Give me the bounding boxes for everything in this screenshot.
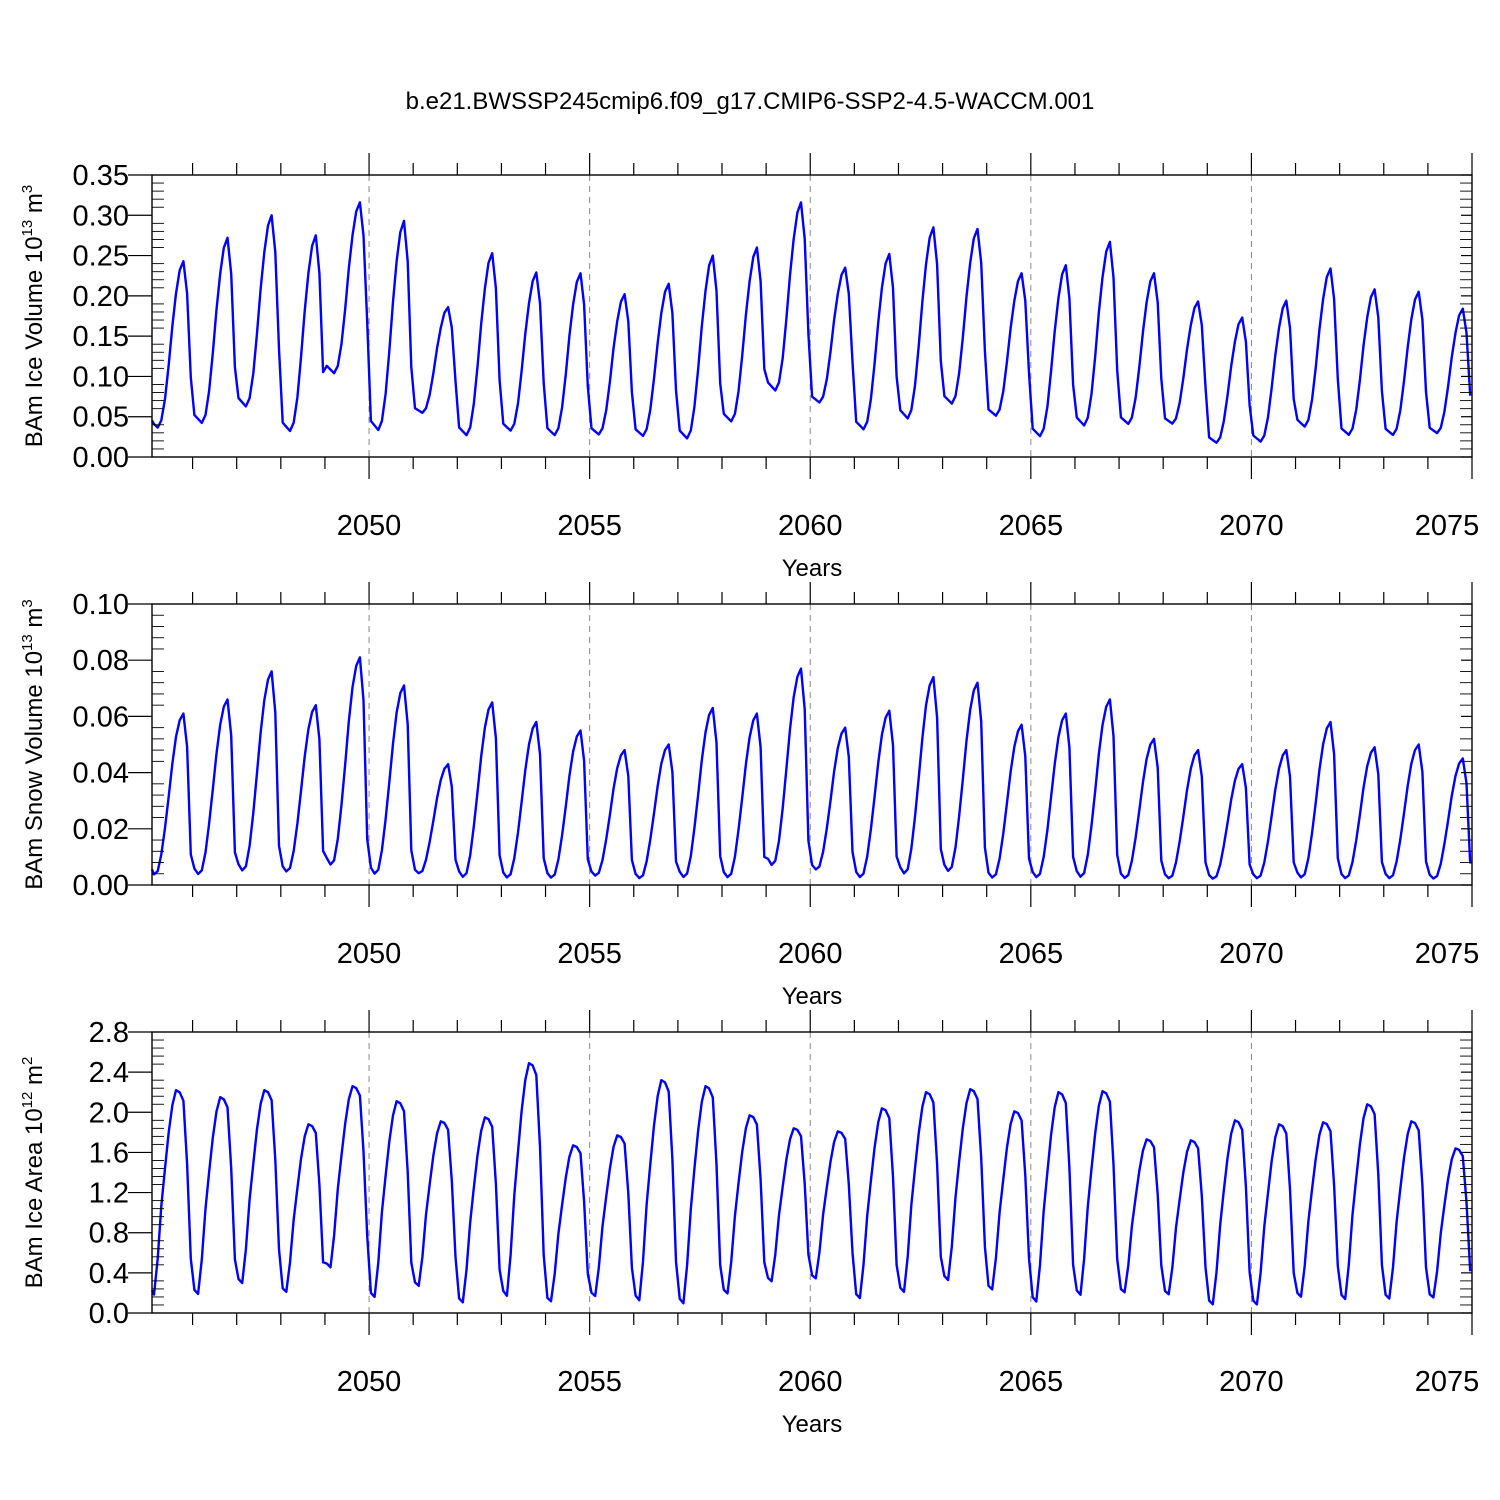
y-axis-title: BAm Ice Area 1012 m2 — [19, 1057, 48, 1289]
series-line-ice_volume — [150, 201, 1472, 444]
x-tick-label: 2070 — [1219, 1366, 1284, 1398]
y-tick-label: 0.10 — [73, 361, 129, 393]
x-tick-label: 2055 — [557, 510, 622, 542]
x-tick-label: 2075 — [1415, 1366, 1480, 1398]
x-tick-label: 2060 — [778, 510, 843, 542]
panels: 0.00 0.05 0.10 0.15 0.20 0.25 0.30 0.35 2050 2055… — [19, 153, 1479, 1438]
x-tick-label: 2070 — [1219, 510, 1284, 542]
series-line-snow_volume — [150, 656, 1472, 880]
panel-ice_volume: 0.00 0.05 0.10 0.15 0.20 0.25 0.30 0.35 2050 2055… — [19, 153, 1479, 582]
x-tick-label: 2050 — [337, 938, 402, 970]
x-tick-label: 2055 — [557, 1366, 622, 1398]
y-tick-label: 0.4 — [89, 1258, 129, 1290]
y-axis-title: BAm Ice Volume 1013 m3 — [19, 185, 48, 447]
x-tick-label: 2050 — [337, 510, 402, 542]
y-tick-label: 0.10 — [73, 589, 129, 621]
x-tick-label: 2065 — [999, 1366, 1064, 1398]
y-tick-label: 0.35 — [73, 160, 129, 192]
x-tick-label: 2055 — [557, 938, 622, 970]
x-tick-label: 2050 — [337, 1366, 402, 1398]
x-tick-label: 2065 — [999, 510, 1064, 542]
chart-title: b.e21.BWSSP245cmip6.f09_g17.CMIP6-SSP2-4… — [406, 88, 1095, 115]
x-tick-label: 2065 — [999, 938, 1064, 970]
y-tick-label: 0.25 — [73, 241, 129, 273]
y-tick-label: 0.06 — [73, 701, 129, 733]
x-axis-title: Years — [782, 555, 843, 582]
y-tick-label: 0.05 — [73, 402, 129, 434]
x-tick-label: 2075 — [1415, 510, 1480, 542]
plot-frame — [151, 174, 1473, 458]
series-line-ice_area — [150, 1061, 1472, 1306]
y-tick-label: 0.04 — [73, 758, 129, 790]
x-axis-title: Years — [782, 983, 843, 1010]
x-axis-title: Years — [782, 1411, 843, 1438]
y-tick-label: 1.6 — [89, 1137, 129, 1169]
y-tick-label: 0.20 — [73, 281, 129, 313]
y-tick-label: 0.08 — [73, 645, 129, 677]
y-tick-label: 0.8 — [89, 1218, 129, 1250]
plot-frame — [151, 1031, 1473, 1314]
panel-ice_area: 0.0 0.4 0.8 1.2 1.6 2.0 2.4 2.8 2050 2055 2060 2065… — [19, 1010, 1479, 1438]
y-tick-label: 0.00 — [73, 870, 129, 902]
y-tick-label: 2.8 — [89, 1017, 129, 1049]
y-tick-label: 0.02 — [73, 814, 129, 846]
x-tick-label: 2060 — [778, 938, 843, 970]
y-tick-label: 0.30 — [73, 200, 129, 232]
panel-snow_volume: 0.00 0.02 0.04 0.06 0.08 0.10 2050 2055 2060 2065… — [19, 582, 1479, 1010]
y-tick-label: 0.0 — [89, 1298, 129, 1330]
y-tick-label: 0.00 — [73, 442, 129, 474]
y-axis-title: BAm Snow Volume 1013 m3 — [19, 599, 48, 890]
y-tick-label: 2.0 — [89, 1097, 129, 1129]
y-tick-label: 2.4 — [89, 1057, 129, 1089]
plot-frame — [151, 603, 1473, 886]
x-tick-label: 2070 — [1219, 938, 1284, 970]
y-tick-label: 1.2 — [89, 1178, 129, 1210]
x-tick-label: 2060 — [778, 1366, 843, 1398]
y-tick-label: 0.15 — [73, 321, 129, 353]
x-tick-label: 2075 — [1415, 938, 1480, 970]
